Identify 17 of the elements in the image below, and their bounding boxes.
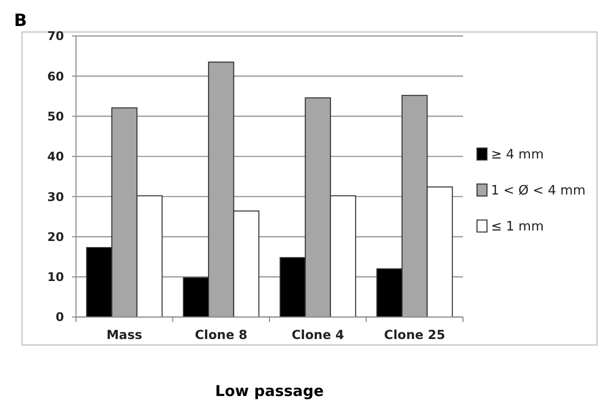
x-tick-label: Mass [106, 327, 142, 342]
y-tick-label: 70 [47, 29, 64, 44]
legend-label: ≥ 4 mm [491, 148, 544, 163]
y-tick-label: 30 [47, 190, 64, 204]
y-tick-label: 20 [47, 230, 64, 244]
legend-label: 1 < Ø < 4 mm [491, 184, 586, 199]
x-tick-label: Clone 4 [292, 327, 344, 342]
y-tick-label: 0 [56, 310, 64, 324]
y-tick-label: 10 [47, 270, 64, 284]
x-tick-label: Clone 8 [194, 327, 248, 342]
y-tick-label: 50 [47, 109, 64, 124]
y-tick-label: 40 [47, 150, 64, 164]
x-tick-label: Clone 25 [384, 327, 446, 342]
legend-label: ≤ 1 mm [491, 220, 544, 235]
y-tick-label: 60 [47, 69, 64, 84]
text: B [14, 11, 27, 31]
x-axis-title: Low passage [215, 382, 324, 400]
